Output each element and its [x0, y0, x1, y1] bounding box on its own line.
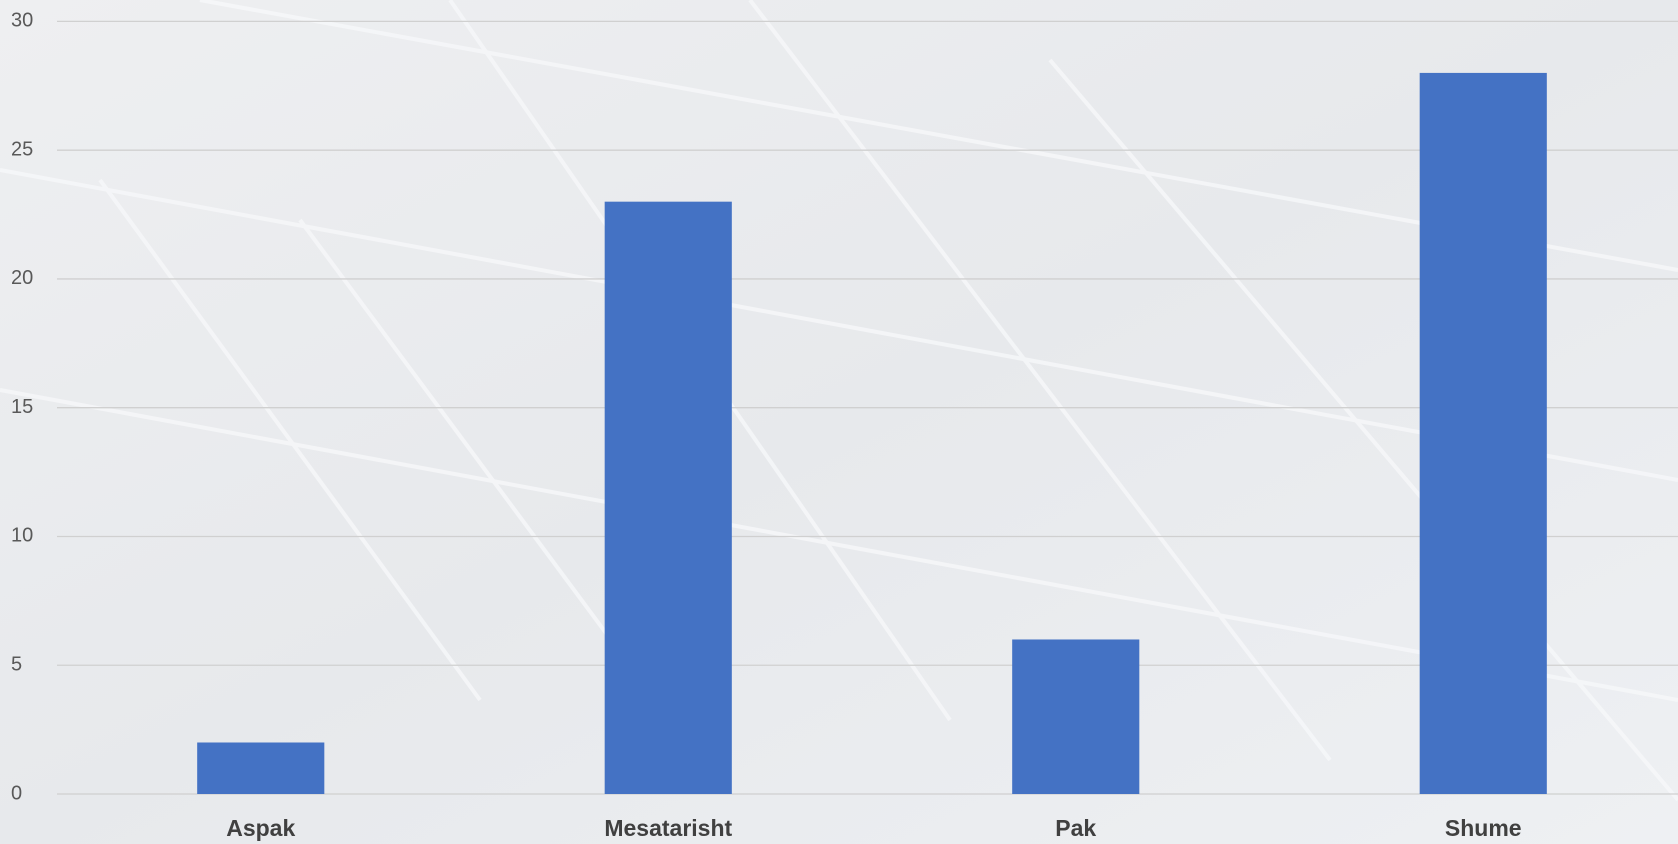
- bar: [604, 201, 732, 794]
- x-tick-label: Mesatarisht: [604, 815, 732, 841]
- y-tick-label: 5: [11, 654, 22, 676]
- x-tick-label: Aspak: [226, 815, 295, 841]
- y-tick-label: 30: [11, 10, 33, 32]
- bar: [1012, 639, 1140, 794]
- background-pattern: [0, 0, 1678, 800]
- y-tick-label: 15: [11, 396, 33, 418]
- x-tick-label: Shume: [1445, 815, 1522, 841]
- bar: [197, 742, 325, 794]
- bar: [1419, 72, 1547, 794]
- y-tick-label: 0: [11, 782, 22, 804]
- y-tick-label: 25: [11, 138, 33, 160]
- x-tick-label: Pak: [1055, 815, 1096, 841]
- y-tick-label: 10: [11, 525, 33, 547]
- y-tick-label: 20: [11, 267, 33, 289]
